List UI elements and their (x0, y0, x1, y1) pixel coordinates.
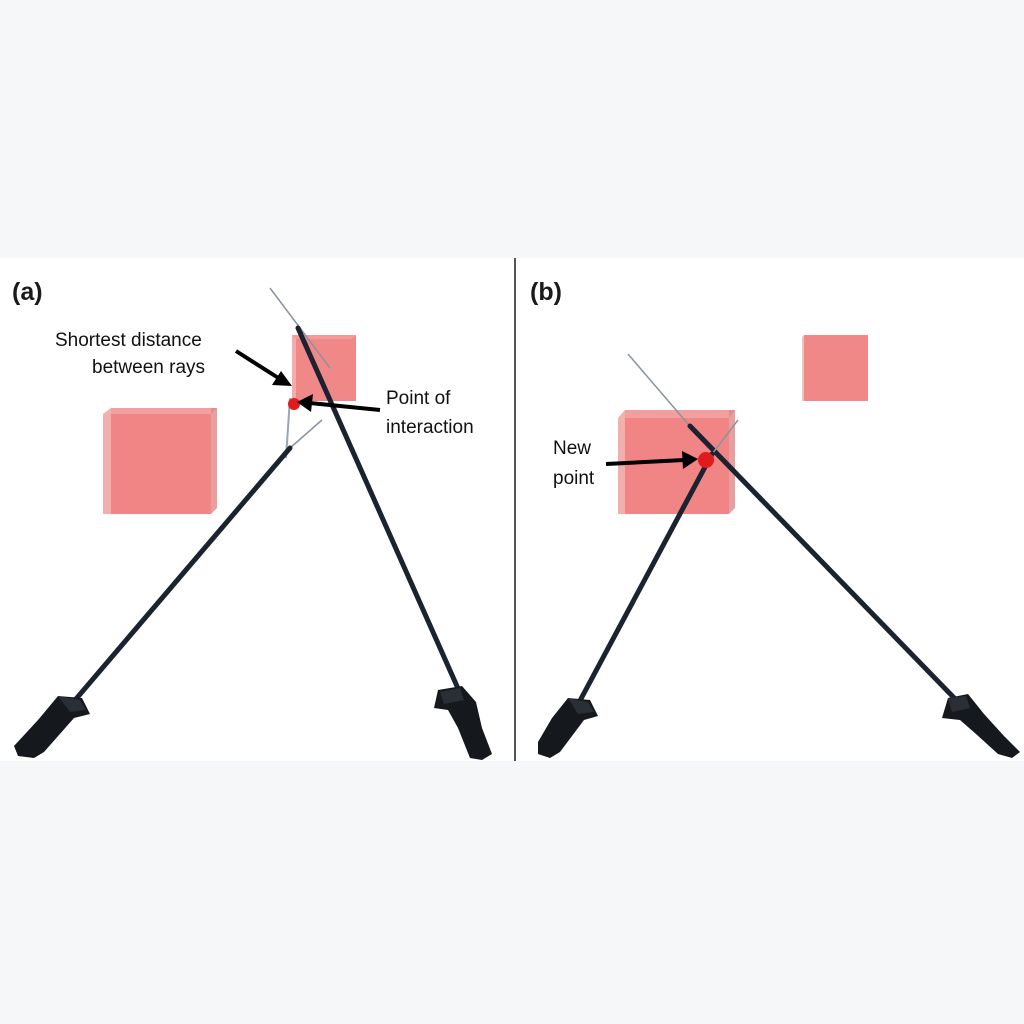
panel-a: (a) (12, 278, 492, 760)
new-point (698, 452, 714, 468)
controller-left-b (538, 698, 598, 758)
cube-far-b (802, 335, 868, 401)
arrow-shortest-distance (234, 349, 292, 386)
arrow-new-point (605, 451, 698, 469)
ray-right-b (627, 353, 965, 709)
controller-left-a (14, 696, 90, 758)
interaction-point (288, 398, 300, 410)
annotation-new-point-line2: point (553, 468, 595, 489)
annotation-shortest-distance-line1: Shortest distance (55, 330, 202, 351)
annotation-new-point: New point (553, 438, 698, 489)
panel-a-label: (a) (12, 278, 43, 306)
ray-left-a (67, 419, 323, 709)
figure-canvas: (a) (12, 258, 1020, 761)
cube-near-a (103, 408, 217, 514)
ray-left-b (572, 419, 739, 713)
annotation-point-of-interaction-line2: interaction (386, 417, 474, 438)
arrow-point-of-interaction (297, 394, 381, 412)
controller-right-b (942, 694, 1020, 758)
ray-right-a (269, 287, 483, 741)
figure: (a) (0, 258, 1024, 761)
annotation-shortest-distance: Shortest distance between rays (55, 330, 292, 386)
annotation-point-of-interaction-line1: Point of (386, 388, 451, 409)
annotation-shortest-distance-line2: between rays (92, 357, 205, 378)
shortest-distance-segment (285, 397, 291, 459)
annotation-new-point-line1: New (553, 438, 591, 459)
controller-right-a (434, 686, 492, 760)
panel-b: (b) (530, 278, 1020, 758)
annotation-point-of-interaction: Point of interaction (297, 388, 474, 438)
panel-b-label: (b) (530, 278, 562, 306)
